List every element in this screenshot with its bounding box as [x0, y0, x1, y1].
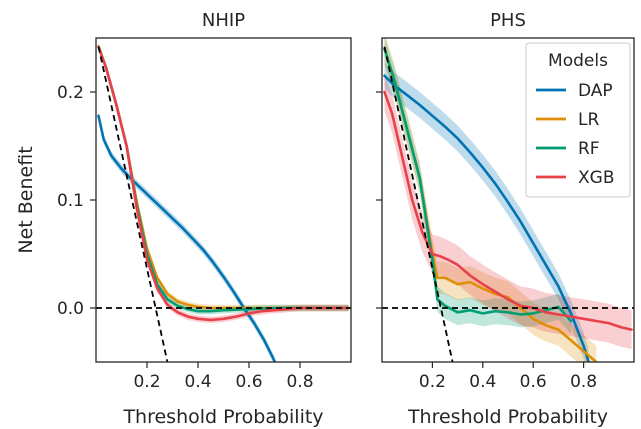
legend-label-lr: LR — [578, 110, 599, 130]
series-line-nhip-dap — [97, 114, 276, 362]
band-nhip-lr — [98, 43, 349, 312]
panel-phs: 0.2 0.4 0.6 0.8 — [376, 37, 635, 392]
series-line-phs-dap — [383, 74, 590, 362]
x-tick-label-nhip-1: 0.4 — [184, 372, 211, 392]
x-tick-label-phs-3: 0.8 — [570, 372, 597, 392]
x-tick-label-phs-2: 0.6 — [520, 372, 547, 392]
band-nhip-dap — [98, 111, 275, 362]
x-axis-title-nhip: Threshold Probability — [122, 406, 323, 428]
legend-box — [525, 42, 631, 198]
band-phs-xgb — [384, 72, 632, 349]
band-phs-rf — [384, 38, 571, 334]
series-line-phs-xgb — [383, 90, 633, 331]
x-axis-title-phs: Threshold Probability — [407, 406, 608, 428]
x-tick-label-phs-0: 0.2 — [419, 372, 446, 392]
y-tick-label-0: 0.0 — [57, 299, 84, 319]
x-tick-label-nhip-0: 0.2 — [133, 372, 160, 392]
panel-title-nhip: NHIP — [202, 10, 245, 31]
x-tick-label-nhip-2: 0.6 — [235, 372, 262, 392]
panel-title-phs: PHS — [490, 10, 526, 31]
y-tick-label-1: 0.1 — [57, 191, 84, 211]
series-line-nhip-rf — [97, 45, 350, 313]
series-line-phs-rf — [383, 47, 573, 323]
reference-line-phs-treat-all — [383, 46, 454, 362]
reference-line-nhip-treat-all — [97, 46, 169, 362]
legend-title: Models — [548, 51, 608, 71]
panel-nhip: 0.2 0.4 0.6 0.8 0.0 0.1 0.2 — [57, 37, 352, 392]
x-tick-label-phs-1: 0.4 — [469, 372, 496, 392]
y-axis-title: Net Benefit — [15, 146, 37, 253]
legend-label-rf: RF — [578, 139, 600, 159]
legend-label-dap: DAP — [578, 81, 613, 101]
series-line-nhip-xgb — [97, 45, 350, 322]
y-tick-label-2: 0.2 — [57, 83, 84, 103]
series-line-nhip-lr — [97, 45, 350, 310]
legend: Models DAP LR RF XGB — [525, 42, 631, 198]
band-phs-lr — [384, 38, 597, 362]
x-tick-label-nhip-3: 0.8 — [286, 372, 313, 392]
legend-label-xgb: XGB — [578, 168, 614, 188]
